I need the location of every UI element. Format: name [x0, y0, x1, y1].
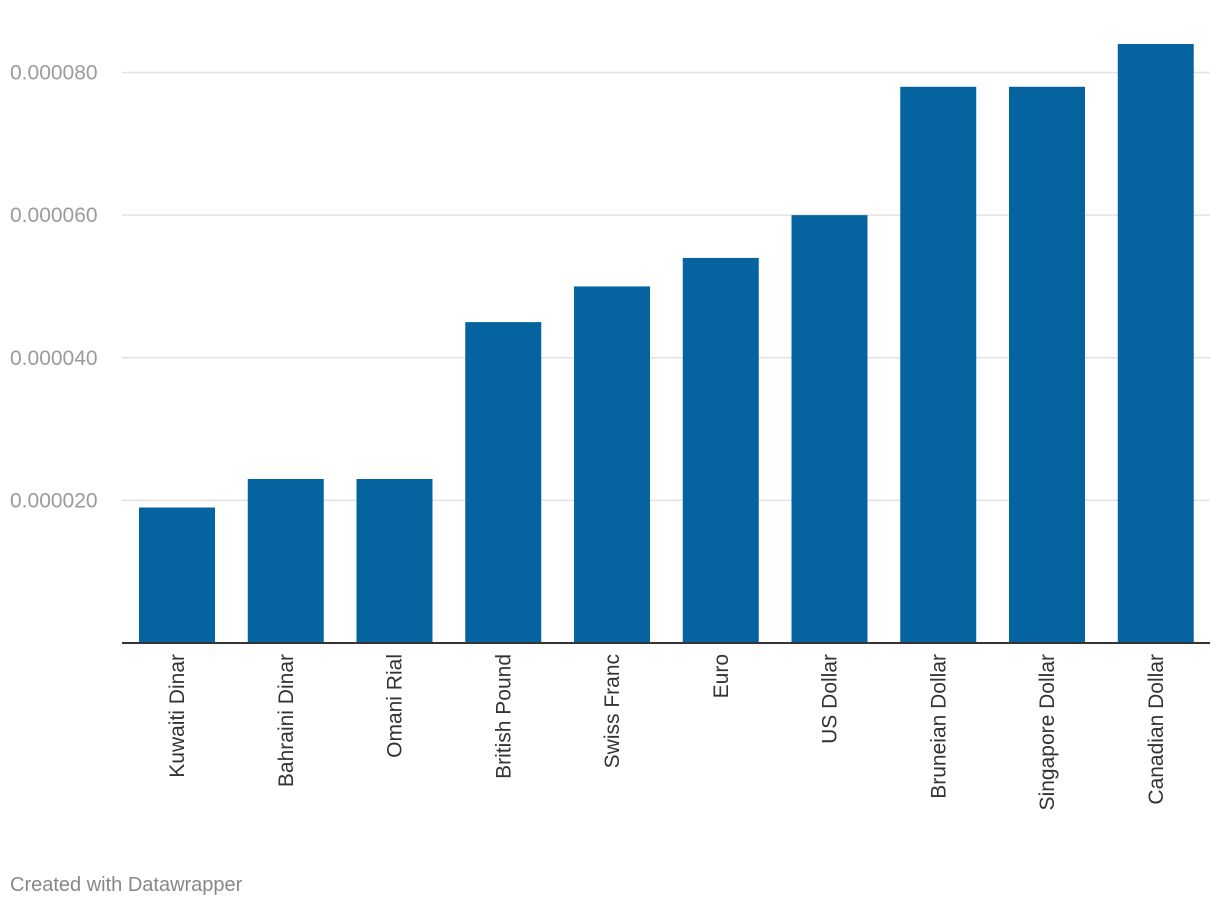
y-tick-label: 0.000020: [10, 489, 98, 512]
bar: [356, 478, 433, 643]
y-tick-label: 0.000060: [10, 204, 98, 227]
y-tick-label: 0.000080: [10, 62, 98, 85]
bar: [791, 215, 868, 643]
category-label: Omani Rial: [384, 654, 407, 758]
category-label: Canadian Dollar: [1145, 654, 1168, 805]
bar: [465, 322, 542, 643]
y-tick-label: 0.000040: [10, 347, 98, 370]
bar: [1009, 86, 1085, 644]
category-label: Bruneian Dollar: [927, 654, 950, 799]
category-label: British Pound: [492, 654, 515, 779]
category-label: Bahraini Dinar: [275, 654, 298, 787]
bars: [139, 44, 1194, 644]
category-label: Euro: [710, 654, 733, 698]
bar: [574, 286, 650, 643]
category-label: Kuwaiti Dinar: [166, 654, 189, 778]
category-labels: Kuwaiti Dinar Bahraini Dinar Omani Rial Bri…: [166, 654, 1168, 810]
bar: [900, 86, 977, 644]
bar: [139, 507, 215, 643]
category-label: Swiss Franc: [601, 654, 624, 768]
credit-text: Created with Datawrapper: [10, 874, 243, 896]
category-label: US Dollar: [819, 654, 842, 744]
bar: [1117, 44, 1194, 643]
category-label: Singapore Dollar: [1036, 654, 1059, 810]
bar: [682, 257, 759, 643]
bar: [247, 478, 324, 643]
